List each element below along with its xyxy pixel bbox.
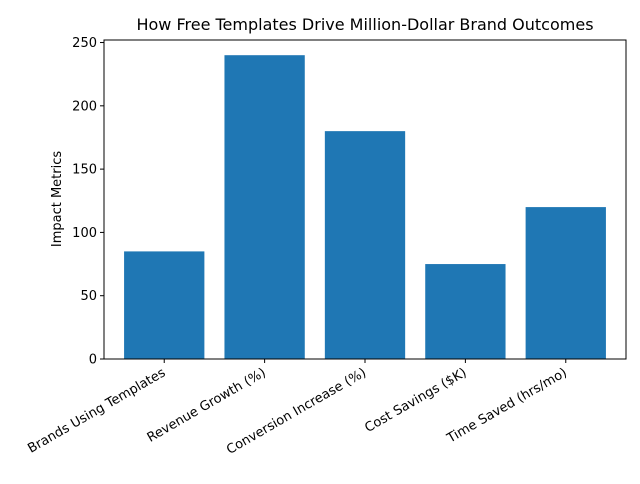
y-axis-label: Impact Metrics <box>50 151 65 248</box>
y-tick-label-3: 150 <box>72 163 97 178</box>
bar-1 <box>224 55 305 359</box>
y-ticks-group: 0 50 100 150 200 250 <box>72 36 104 368</box>
bars-group <box>124 55 606 359</box>
y-tick-label-5: 250 <box>72 36 97 51</box>
y-tick-label-4: 200 <box>72 99 97 114</box>
chart-title: How Free Templates Drive Million-Dollar … <box>136 15 593 34</box>
bar-0 <box>124 251 205 359</box>
y-tick-label-0: 0 <box>89 353 97 368</box>
y-tick-label-1: 50 <box>80 289 97 304</box>
bar-4 <box>525 207 606 359</box>
y-tick-label-2: 100 <box>72 226 97 241</box>
bar-2 <box>324 131 406 359</box>
plot-frame <box>103 39 627 360</box>
bar-3 <box>425 264 506 359</box>
